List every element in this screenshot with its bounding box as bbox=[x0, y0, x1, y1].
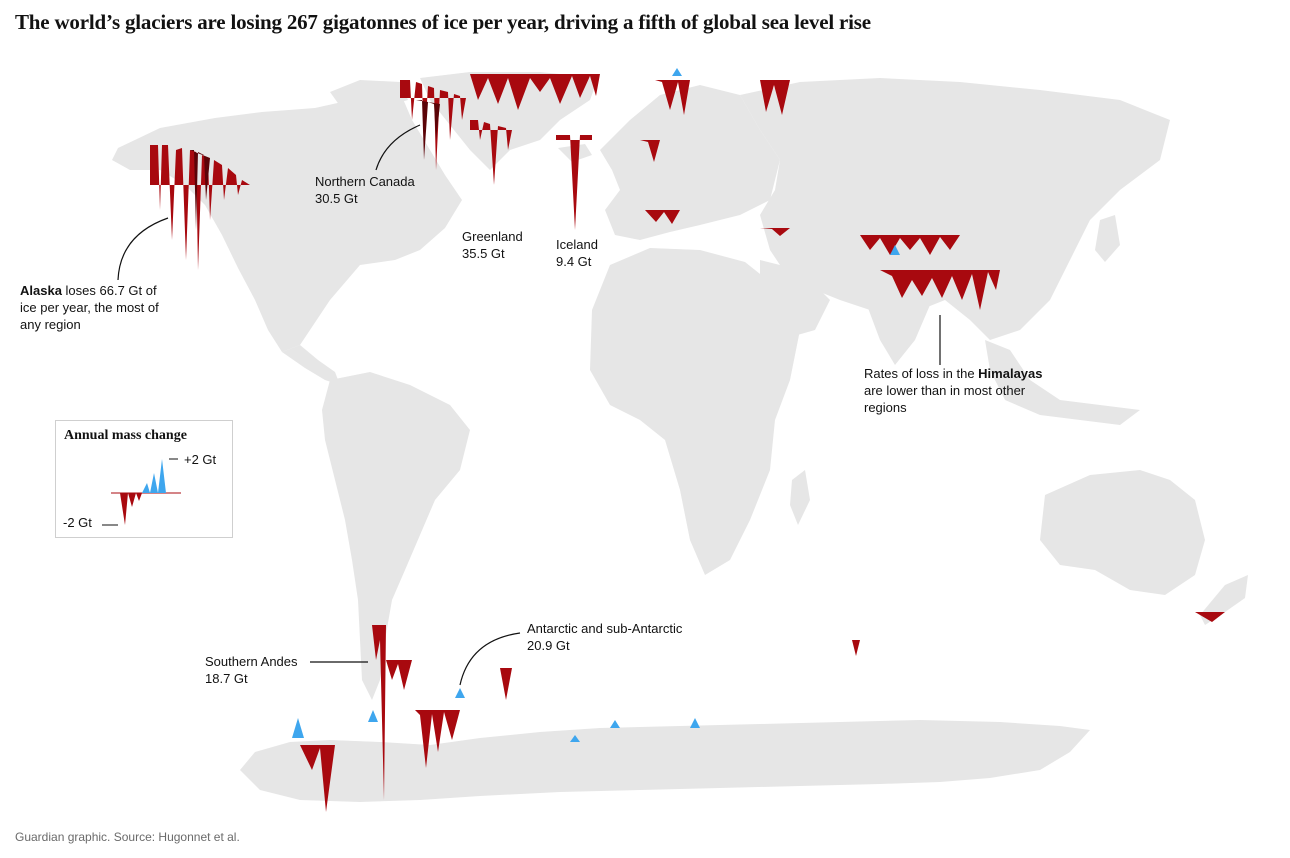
landmass-central-america bbox=[282, 345, 340, 385]
annotation-alaska-bold: Alaska bbox=[20, 283, 62, 298]
annotation-himalayas: Rates of loss in the Himalayas are lower… bbox=[864, 365, 1043, 416]
landmass-australia bbox=[1040, 470, 1205, 595]
gain-spike-antarctica-b bbox=[368, 710, 378, 722]
legend-title: Annual mass change bbox=[64, 428, 187, 443]
landmass-madagascar bbox=[790, 470, 810, 525]
annotation-southern-andes: Southern Andes 18.7 Gt bbox=[205, 653, 298, 687]
landmass-africa bbox=[590, 248, 800, 575]
glacier-loss-layer bbox=[150, 74, 1225, 812]
loss-spike-alaska bbox=[150, 145, 250, 270]
landmass-north-america bbox=[112, 92, 462, 352]
landmass-asia bbox=[740, 78, 1170, 340]
leader-northern-canada bbox=[375, 124, 421, 171]
loss-spike-antarctica-west bbox=[300, 745, 335, 812]
annotation-greenland-name: Greenland bbox=[462, 229, 523, 244]
annotation-iceland: Iceland 9.4 Gt bbox=[556, 236, 598, 270]
loss-spike-caucasus bbox=[760, 228, 790, 236]
annotation-southern-andes-name: Southern Andes bbox=[205, 654, 298, 669]
loss-spike-svalbard bbox=[655, 80, 690, 115]
landmass-arabia bbox=[760, 260, 830, 340]
annotation-himalayas-line3: regions bbox=[864, 400, 907, 415]
annotation-alaska-line1: Alaska loses 66.7 Gt of bbox=[20, 282, 159, 299]
landmass-greenland bbox=[420, 72, 598, 170]
loss-spike-iceland bbox=[556, 135, 592, 230]
gain-spike-antarctica-a bbox=[292, 718, 304, 738]
legend-min-label: -2 Gt bbox=[63, 515, 92, 530]
annotation-northern-canada-value: 30.5 Gt bbox=[315, 191, 358, 206]
loss-spike-alps bbox=[645, 210, 680, 224]
landmass-japan bbox=[1095, 215, 1120, 262]
loss-spike-alaska-dark bbox=[190, 150, 210, 230]
landmass-india bbox=[865, 295, 930, 365]
annotation-himalayas-line1: Rates of loss in the Himalayas bbox=[864, 365, 1043, 382]
annotation-antarctic: Antarctic and sub-Antarctic 20.9 Gt bbox=[527, 620, 682, 654]
annotation-antarctic-name: Antarctic and sub-Antarctic bbox=[527, 621, 683, 636]
annotation-alaska: Alaska loses 66.7 Gt of ice per year, th… bbox=[20, 282, 159, 333]
legend-box: Annual mass change +2 Gt -2 Gt bbox=[55, 420, 233, 538]
chart-headline: The world’s glaciers are losing 267 giga… bbox=[15, 10, 871, 34]
annotation-northern-canada-name: Northern Canada bbox=[315, 174, 415, 189]
annotation-alaska-line2: ice per year, the most of bbox=[20, 300, 159, 315]
gain-spike-antarctica-d bbox=[610, 720, 620, 728]
glacier-gain-layer bbox=[292, 68, 900, 742]
loss-spike-antarctic-peninsula bbox=[415, 710, 460, 768]
legend-loss-spike bbox=[120, 493, 142, 525]
landmass-europe bbox=[600, 85, 780, 240]
annotation-iceland-name: Iceland bbox=[556, 237, 598, 252]
loss-spike-new-zealand bbox=[1195, 612, 1225, 622]
landmass-south-america bbox=[322, 372, 470, 700]
annotation-antarctic-value: 20.9 Gt bbox=[527, 638, 570, 653]
loss-spike-south-georgia bbox=[500, 668, 512, 700]
loss-spike-greenland-north bbox=[470, 74, 600, 110]
landmass-southeast-asia bbox=[985, 340, 1140, 425]
annotation-himalayas-line2: are lower than in most other bbox=[864, 383, 1026, 398]
legend-gain-spike bbox=[142, 459, 166, 493]
annotation-greenland: Greenland 35.5 Gt bbox=[462, 228, 523, 262]
annotation-himalayas-bold: Himalayas bbox=[978, 366, 1043, 381]
leader-alaska bbox=[117, 217, 169, 281]
loss-spike-kerguelen bbox=[852, 640, 860, 656]
landmass-arctic-islands bbox=[330, 80, 408, 108]
gain-spike-antarctica-e bbox=[690, 718, 700, 728]
gain-spike-antarctica-f bbox=[570, 735, 580, 742]
land-layer bbox=[112, 72, 1248, 802]
leader-lines bbox=[117, 124, 941, 686]
loss-spike-patagonia bbox=[386, 660, 412, 690]
legend-glyph bbox=[102, 458, 181, 526]
loss-spike-karakoram bbox=[860, 235, 960, 255]
loss-spike-scandinavia bbox=[640, 140, 660, 162]
annotation-northern-canada: Northern Canada 30.5 Gt bbox=[315, 173, 415, 207]
loss-spike-himalaya bbox=[880, 270, 1000, 310]
loss-spike-northern-canada-dark bbox=[416, 100, 440, 160]
gain-spike-antarctica-c bbox=[455, 688, 465, 698]
leader-antarctic bbox=[459, 632, 521, 686]
loss-spike-russian-arctic bbox=[760, 80, 790, 115]
annotation-southern-andes-value: 18.7 Gt bbox=[205, 671, 248, 686]
annotation-alaska-line3: any region bbox=[20, 317, 81, 332]
legend-max-label: +2 Gt bbox=[184, 452, 217, 467]
annotation-iceland-value: 9.4 Gt bbox=[556, 254, 592, 269]
annotation-alaska-line1-rest: loses 66.7 Gt of bbox=[61, 283, 157, 298]
landmass-antarctica bbox=[240, 720, 1090, 802]
gain-spike-svalbard bbox=[672, 68, 682, 76]
loss-spike-southern-andes bbox=[372, 625, 386, 800]
loss-spike-greenland bbox=[470, 120, 520, 185]
annotation-greenland-value: 35.5 Gt bbox=[462, 246, 505, 261]
source-credit: Guardian graphic. Source: Hugonnet et al… bbox=[15, 830, 240, 844]
gain-spike-karakoram bbox=[890, 245, 900, 255]
loss-spike-northern-canada bbox=[400, 80, 466, 170]
annotation-himalayas-line1-pre: Rates of loss in the bbox=[864, 366, 979, 381]
